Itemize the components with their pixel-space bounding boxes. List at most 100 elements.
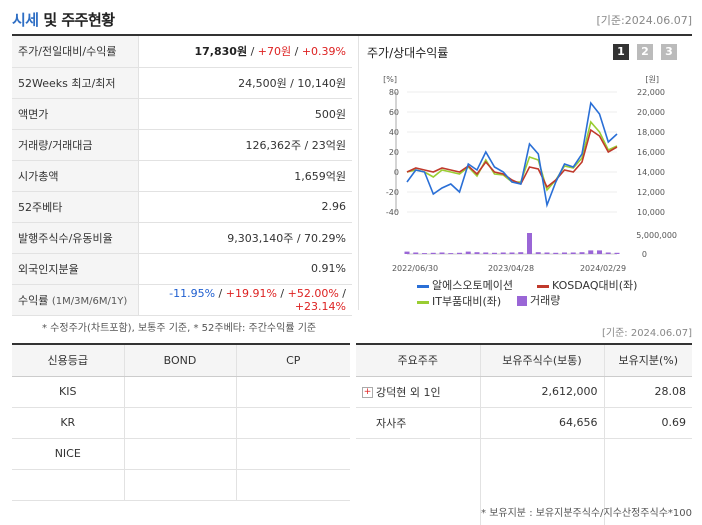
volume-bar	[535, 252, 541, 254]
holders-footnote: * 보유지분 : 보유지분주식수/지수산정주식수*100	[481, 508, 692, 519]
summary-row: 시가총액 1,659억원	[12, 160, 352, 192]
left-tick-label: 80	[389, 88, 399, 97]
column-header: 신용등급	[12, 343, 125, 377]
chart-page-1-button[interactable]: 1	[613, 44, 629, 60]
bond-cell	[124, 438, 237, 470]
summary-value: 0.91%	[138, 253, 352, 285]
right-tick-label: 22,000	[637, 88, 665, 97]
volume-bar	[553, 252, 559, 254]
left-tick-label: 40	[389, 128, 399, 137]
summary-label: 52Weeks 최고/최저	[12, 67, 139, 99]
summary-label: 액면가	[12, 98, 139, 130]
summary-row: 액면가 500원	[12, 98, 352, 130]
cp-cell	[236, 438, 350, 470]
volume-bar	[527, 233, 532, 254]
table-row: KIS	[12, 376, 350, 408]
legend-swatch	[537, 284, 549, 288]
volume-bar	[474, 252, 480, 254]
chart-title: 주가/상대수익률	[367, 46, 449, 60]
x-tick-label: 2023/04/28	[488, 264, 534, 273]
right-tick-label: 10,000	[637, 208, 665, 217]
cp-cell	[236, 376, 350, 408]
pct-cell: 28.08	[604, 376, 692, 408]
column-header: 보유주식수(보통)	[480, 343, 605, 377]
legend-swatch	[517, 296, 527, 306]
series-line	[406, 128, 618, 189]
legend-swatch	[417, 284, 429, 288]
left-tick-label: 20	[389, 148, 399, 157]
column-header: CP	[236, 343, 350, 377]
volume-bar	[518, 252, 524, 254]
summary-label: 수익률 (1M/3M/6M/1Y)	[12, 284, 139, 316]
summary-table: 주가/전일대비/수익률 17,830원 / +70원 / +0.39% 52We…	[12, 36, 352, 316]
agency-cell: KIS	[12, 376, 125, 408]
volume-bar	[500, 252, 506, 254]
table-row: 자사주 64,656 0.69	[356, 407, 692, 439]
volume-bar	[457, 252, 462, 254]
volume-bar	[579, 252, 585, 254]
volume-bar	[570, 252, 576, 254]
left-tick-label: 60	[389, 108, 399, 117]
right-axis-unit: [원]	[645, 75, 659, 84]
top-divider	[12, 34, 692, 36]
right-tick-label: 18,000	[637, 128, 665, 137]
pct-cell	[604, 438, 692, 525]
table-row	[356, 438, 692, 525]
column-header: 보유지분(%)	[604, 343, 692, 377]
pct-cell: 0.69	[604, 407, 692, 439]
table-row: NICE	[12, 438, 350, 470]
table-header-row: 신용등급 BOND CP	[12, 343, 350, 377]
left-tick-label: -40	[386, 208, 399, 217]
right-tick-label: 20,000	[637, 108, 665, 117]
volume-bar	[448, 253, 454, 254]
summary-label: 52주베타	[12, 191, 139, 223]
bond-cell	[124, 376, 237, 408]
summary-value: 9,303,140주 / 70.29%	[138, 222, 352, 254]
table-row	[12, 469, 350, 501]
summary-row: 거래량/거래대금 126,362주 / 23억원	[12, 129, 352, 161]
volume-bar	[422, 253, 427, 254]
volume-tick-label: 5,000,000	[636, 231, 677, 240]
table-row: KR	[12, 407, 350, 439]
summary-value: 2.96	[138, 191, 352, 223]
volume-bar	[492, 252, 497, 254]
summary-value: 1,659억원	[138, 160, 352, 192]
volume-bar	[605, 252, 611, 254]
expand-icon[interactable]: +	[362, 387, 373, 398]
volume-bar	[509, 252, 515, 254]
summary-label: 주가/전일대비/수익률	[12, 36, 139, 68]
summary-row: 수익률 (1M/3M/6M/1Y) -11.95% / +19.91% / +5…	[12, 284, 352, 316]
returns-value: -11.95% / +19.91% / +52.00% / +23.14%	[138, 284, 352, 316]
legend-item-company: 알에스오토메이션	[417, 277, 513, 293]
chart-page-2-button[interactable]: 2	[637, 44, 653, 60]
x-tick-label: 2022/06/30	[392, 264, 438, 273]
volume-bar	[597, 250, 602, 254]
summary-row: 발행주식수/유동비율 9,303,140주 / 70.29%	[12, 222, 352, 254]
summary-value: 17,830원 / +70원 / +0.39%	[138, 36, 352, 68]
section-title: 시세 및 주주현황	[12, 11, 115, 29]
cp-cell	[236, 407, 350, 439]
summary-value: 500원	[138, 98, 352, 130]
chart-panel: 주가/상대수익률 1 2 3 [%] [원] 80 22,000 60 20,000 40 1…	[358, 36, 692, 310]
agency-cell: NICE	[12, 438, 125, 470]
table-row: + 강덕현 외 1인 2,612,000 28.08	[356, 376, 692, 408]
shares-cell	[480, 438, 605, 525]
section-header: 시세 및 주주현황 [기준:2024.06.07]	[0, 0, 702, 34]
summary-value: 126,362주 / 23억원	[138, 129, 352, 161]
volume-bar	[614, 252, 620, 254]
volume-bar	[404, 251, 410, 254]
summary-label: 외국인지분율	[12, 253, 139, 285]
legend-item-volume: 거래량	[517, 292, 560, 308]
volume-bar	[544, 252, 550, 254]
summary-row: 주가/전일대비/수익률 17,830원 / +70원 / +0.39%	[12, 36, 352, 68]
column-header: BOND	[124, 343, 237, 377]
agency-cell	[12, 469, 125, 501]
holder-name-cell: 자사주	[356, 407, 481, 439]
table-header-row: 주요주주 보유주식수(보통) 보유지분(%)	[356, 343, 692, 377]
chart-page-3-button[interactable]: 3	[661, 44, 677, 60]
column-header: 주요주주	[356, 343, 481, 377]
volume-bar	[430, 252, 436, 254]
volume-bar	[465, 251, 471, 254]
summary-label: 시가총액	[12, 160, 139, 192]
summary-row: 52Weeks 최고/최저 24,500원 / 10,140원	[12, 67, 352, 99]
